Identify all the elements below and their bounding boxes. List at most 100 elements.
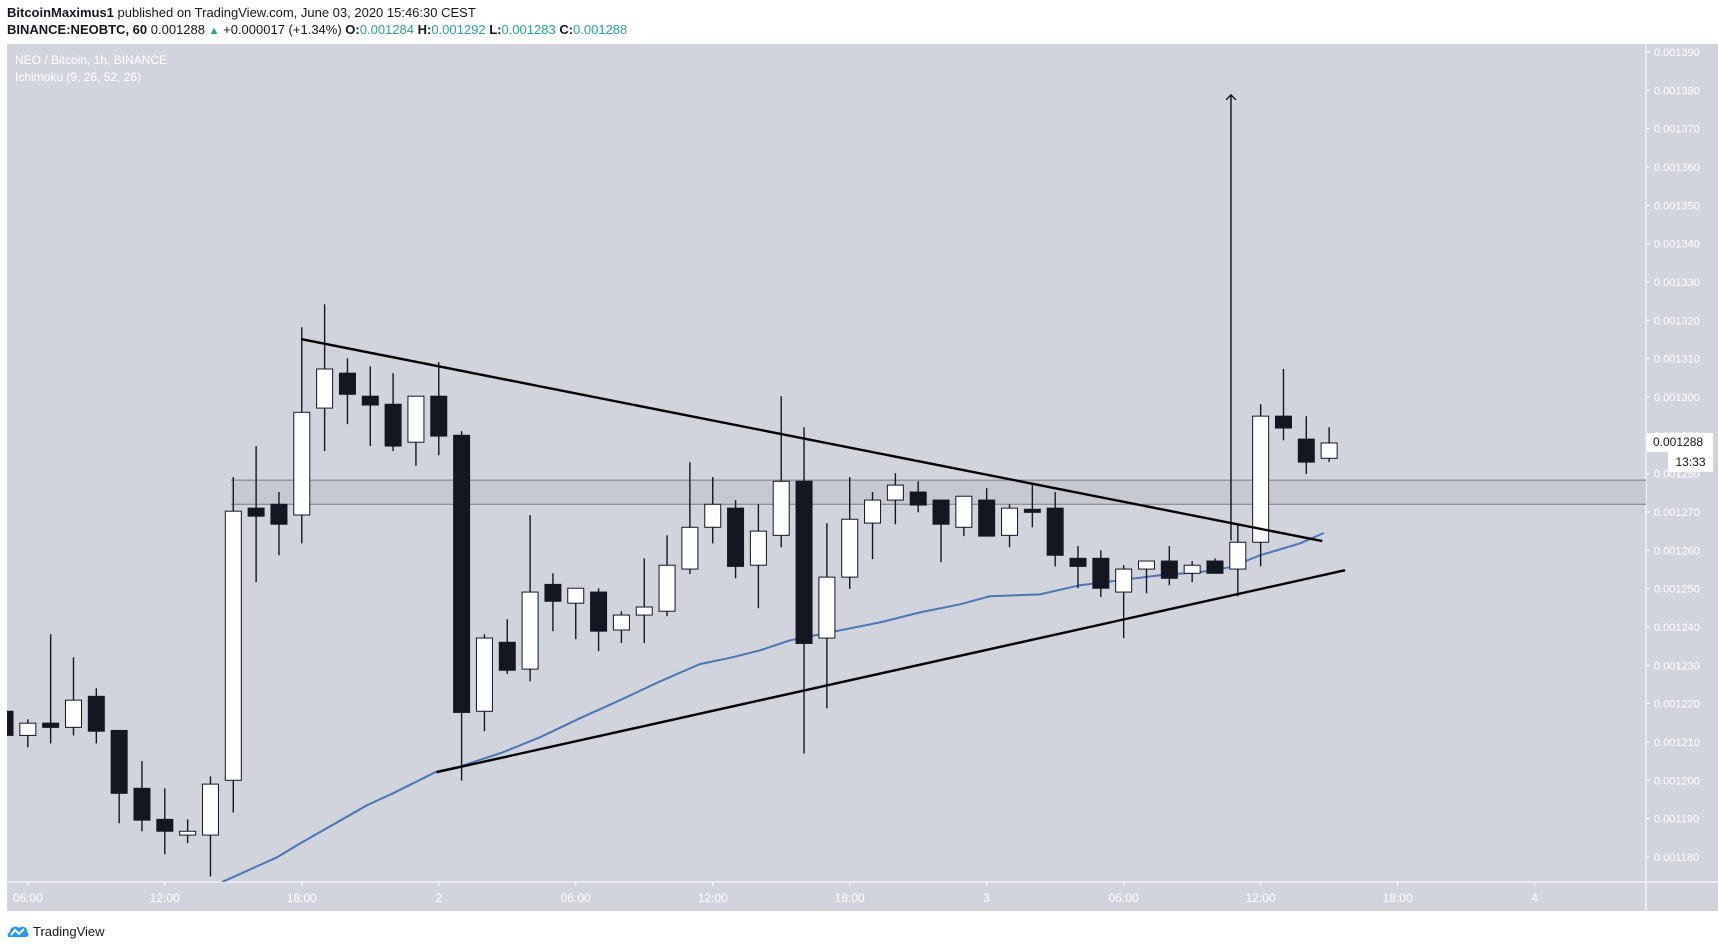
candle bbox=[932, 499, 950, 563]
bull-candle-body bbox=[818, 576, 836, 639]
close-value: 0.001288 bbox=[573, 22, 628, 37]
bull-candle-body bbox=[179, 830, 197, 836]
bear-candle-body bbox=[1274, 415, 1292, 429]
time-axis[interactable] bbox=[7, 882, 1646, 911]
candle bbox=[1183, 561, 1201, 583]
candle bbox=[1252, 404, 1270, 567]
chart-pane[interactable] bbox=[7, 44, 1646, 882]
publish-info: BitcoinMaximus1 published on TradingView… bbox=[7, 5, 476, 20]
candle bbox=[1320, 427, 1338, 463]
bear-candle-body bbox=[133, 787, 151, 821]
candle bbox=[1274, 368, 1292, 441]
candle bbox=[498, 619, 516, 675]
bull-candle-body bbox=[521, 591, 539, 670]
candle bbox=[19, 719, 37, 748]
bear-candle-body bbox=[1092, 557, 1110, 589]
bear-candle-body bbox=[7, 710, 14, 736]
author-name[interactable]: BitcoinMaximus1 bbox=[7, 5, 114, 20]
candle bbox=[864, 492, 882, 560]
time-tick-label: 2 bbox=[435, 891, 442, 905]
bull-candle-body bbox=[316, 368, 334, 409]
candle bbox=[818, 523, 836, 709]
bull-candle-body bbox=[658, 564, 676, 612]
symbol-info: BINANCE:NEOBTC, 60 0.001288 ▲ +0.000017 … bbox=[7, 22, 627, 37]
price-change: +0.000017 (+1.34%) bbox=[223, 22, 342, 37]
last-price-label: 0.001288 bbox=[1647, 433, 1713, 452]
price-axis-labels: 0.001390 0.001380 0.001370 0.001360 0.001350… bbox=[1646, 47, 1700, 864]
bull-candle-body bbox=[1001, 507, 1019, 536]
time-tick-label: 06:00 bbox=[1109, 891, 1139, 905]
time-tick-label: 4 bbox=[1531, 891, 1538, 905]
candle bbox=[293, 327, 311, 544]
price-tick-label: 0.001390 bbox=[1654, 47, 1700, 59]
bear-candle-body bbox=[1206, 560, 1224, 574]
candle bbox=[681, 462, 699, 575]
bull-candle-body bbox=[955, 495, 973, 528]
candle bbox=[978, 488, 996, 537]
candle bbox=[521, 515, 539, 682]
candle bbox=[886, 473, 904, 525]
bull-candle-body bbox=[749, 530, 767, 566]
bear-candle-body bbox=[498, 641, 516, 671]
candle bbox=[110, 729, 128, 824]
candle bbox=[1092, 550, 1110, 598]
candle bbox=[1115, 565, 1133, 639]
candles bbox=[7, 304, 1338, 877]
candle bbox=[590, 588, 608, 652]
bear-candle-body bbox=[430, 395, 448, 437]
candle bbox=[475, 634, 493, 732]
candle bbox=[1206, 558, 1224, 574]
trendlines[interactable] bbox=[300, 94, 1346, 774]
time-tick-label: 18:00 bbox=[1383, 891, 1413, 905]
time-tick-label: 18:00 bbox=[287, 891, 317, 905]
price-tick-label: 0.001200 bbox=[1654, 775, 1700, 787]
bear-candle-body bbox=[1023, 508, 1041, 513]
arrow-up-icon bbox=[1225, 94, 1237, 101]
candle bbox=[338, 358, 356, 425]
bear-candle-body bbox=[110, 729, 128, 794]
bull-candle-body bbox=[886, 484, 904, 501]
bear-candle-body bbox=[1297, 438, 1315, 463]
bull-candle-body bbox=[407, 395, 425, 443]
price-tick-label: 0.001230 bbox=[1654, 660, 1700, 672]
bull-candle-body bbox=[201, 783, 219, 836]
published-text: published on TradingView.com, June 03, 2… bbox=[117, 5, 476, 20]
bear-candle-body bbox=[42, 722, 60, 728]
candle bbox=[704, 477, 722, 544]
tradingview-watermark[interactable]: TradingView bbox=[7, 921, 105, 941]
candle bbox=[156, 788, 174, 855]
bull-candle-body bbox=[293, 411, 311, 516]
candle bbox=[270, 492, 288, 556]
candle bbox=[1046, 492, 1064, 567]
price-axis[interactable] bbox=[1646, 44, 1718, 911]
candle bbox=[1229, 524, 1247, 597]
bull-candle-body bbox=[841, 518, 859, 578]
bear-candle-body bbox=[590, 591, 608, 632]
candle bbox=[224, 477, 242, 813]
time-tick-label: 12:00 bbox=[150, 891, 180, 905]
candle bbox=[1069, 546, 1087, 589]
price-tick-label: 0.001320 bbox=[1654, 315, 1700, 327]
bear-candle-body bbox=[1046, 507, 1064, 556]
price-tick-label: 0.001250 bbox=[1654, 584, 1700, 596]
candle bbox=[772, 396, 790, 548]
price-tick-label: 0.001310 bbox=[1654, 354, 1700, 366]
candle bbox=[727, 500, 745, 579]
high-label: H: bbox=[417, 22, 432, 37]
time-tick-label: 18:00 bbox=[835, 891, 865, 905]
bull-candle-body bbox=[224, 510, 242, 781]
bull-candle-body bbox=[635, 606, 653, 616]
price-tick-label: 0.001240 bbox=[1654, 622, 1700, 634]
bear-candle-body bbox=[338, 372, 356, 395]
candle bbox=[384, 373, 402, 452]
bull-candle-body bbox=[1115, 568, 1133, 593]
time-tick-label: 3 bbox=[983, 891, 990, 905]
bear-candle-body bbox=[909, 491, 927, 506]
high-value: 0.001292 bbox=[431, 22, 486, 37]
bull-candle-body bbox=[1138, 560, 1155, 570]
candle bbox=[42, 634, 60, 744]
indicator-legend[interactable]: Ichimoku (9, 26, 52, 26) bbox=[15, 70, 142, 84]
time-tick-label: 12:00 bbox=[698, 891, 728, 905]
bear-candle-body bbox=[795, 480, 813, 644]
